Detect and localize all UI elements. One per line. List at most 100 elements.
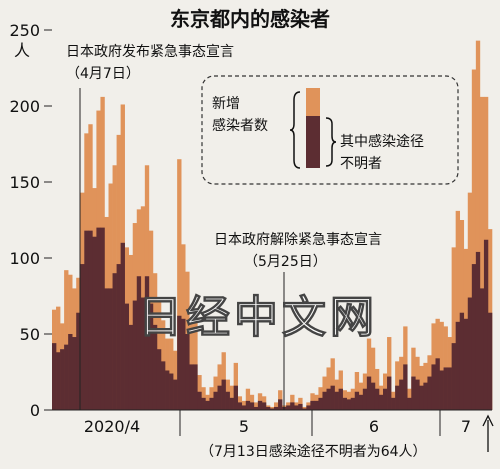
bar-unknown (209, 397, 214, 410)
bar-unknown (160, 361, 166, 410)
bar-unknown (68, 334, 73, 410)
bar-unknown (435, 358, 440, 410)
bar-unknown (334, 391, 339, 410)
legend-box (201, 75, 459, 185)
bar-unknown (185, 334, 190, 410)
bar-unknown (298, 403, 303, 410)
bar-unknown (140, 297, 146, 410)
bar-total (330, 358, 335, 410)
legend-item1-line1: 新增 (212, 96, 240, 112)
bar-unknown (286, 405, 291, 410)
bar-unknown (487, 312, 493, 410)
bar-unknown (374, 388, 380, 410)
bar-unknown (318, 397, 323, 410)
bar-unknown (383, 388, 388, 410)
bar-unknown (269, 408, 275, 410)
bar-unknown (173, 379, 178, 410)
bar-unknown (201, 397, 206, 410)
y-axis-unit: 人 (14, 41, 30, 60)
bar-unknown (362, 388, 368, 410)
bar-unknown (193, 364, 198, 410)
bar-unknown (378, 394, 384, 410)
bar-unknown (128, 324, 134, 410)
legend-swatch-unknown (306, 116, 320, 168)
y-tick-label: 100 (9, 249, 40, 268)
y-tick-label: 200 (9, 97, 40, 116)
series-unknown-bars (52, 227, 493, 410)
bar-unknown (108, 288, 113, 410)
bar-unknown (342, 397, 347, 410)
bar-total (479, 96, 485, 410)
legend-swatch-total (306, 88, 320, 116)
bar-unknown (241, 405, 247, 410)
bar-unknown (64, 344, 69, 410)
y-tick-label: 250 (9, 21, 40, 40)
bar-unknown (205, 400, 210, 410)
footnote: （7月13日感染途径不明者为64人） (200, 443, 427, 460)
legend-item2-line1: 其中感染途径 (340, 133, 424, 150)
bar-unknown (104, 288, 109, 410)
legend-bracket-right (325, 117, 337, 167)
bar-unknown (370, 382, 376, 410)
bar-unknown (189, 364, 194, 410)
bar-total (387, 337, 392, 410)
bar-unknown (415, 379, 420, 410)
bar-unknown (407, 397, 412, 410)
bar-unknown (257, 400, 263, 410)
bar-unknown (181, 318, 186, 410)
bar-unknown (213, 391, 218, 410)
y-tick-label: 150 (9, 173, 40, 192)
y-tick-label: 50 (20, 325, 40, 344)
bar-unknown (253, 406, 259, 410)
bar-unknown (197, 391, 202, 410)
x-label-july: 7 (461, 417, 471, 436)
bar-unknown (245, 400, 251, 410)
bar-unknown (92, 236, 97, 410)
bar-total (298, 397, 303, 410)
bar-unknown (177, 315, 182, 410)
bar-unknown (274, 406, 279, 410)
bar-unknown (76, 312, 81, 410)
bar-unknown (124, 303, 129, 410)
bar-unknown (233, 385, 238, 410)
bar-unknown (290, 402, 295, 410)
annotation-lift-line1: 日本政府解除紧急事态宣言 (214, 232, 382, 248)
annotation-declare-line1: 日本政府发布紧急事态宣言 (66, 44, 234, 60)
bar-unknown (455, 321, 461, 410)
bar-unknown (387, 376, 392, 410)
bar-unknown (225, 391, 230, 410)
annotation-declare-line2: （4月7日） (66, 66, 140, 82)
bar-unknown (338, 388, 343, 410)
bar-total (354, 372, 360, 410)
bar-total (455, 210, 461, 410)
bar-unknown (399, 379, 404, 410)
bar-total (245, 388, 251, 410)
bar-unknown (100, 227, 105, 410)
bar-unknown (221, 379, 226, 410)
bar-unknown (447, 367, 452, 410)
y-axis-ticks: 0 50 100 150 200 250 (9, 21, 52, 420)
bar-total (471, 69, 477, 411)
bar-unknown (249, 402, 255, 410)
bar-unknown (439, 370, 444, 410)
bar-unknown (156, 349, 162, 410)
bar-unknown (467, 297, 473, 410)
bar-total (370, 347, 376, 410)
bar-unknown (419, 385, 424, 410)
bar-unknown (96, 227, 101, 410)
legend-item2-line2: 不明者 (340, 156, 382, 172)
x-label-june: 6 (369, 417, 379, 436)
bar-unknown (451, 343, 456, 410)
bar-unknown (261, 402, 267, 410)
bar-unknown (330, 385, 335, 410)
bar-unknown (120, 242, 125, 410)
watermark: 日经中文网 (138, 292, 378, 343)
x-label-april: 2020/4 (84, 417, 140, 436)
bar-unknown (479, 288, 485, 410)
legend: 新增 感染者数 其中感染途径 不明者 (201, 75, 459, 185)
bar-unknown (366, 376, 372, 410)
chart-title: 东京都内的感染者 (170, 7, 330, 31)
bar-unknown (443, 367, 448, 410)
bar-unknown (391, 397, 396, 410)
